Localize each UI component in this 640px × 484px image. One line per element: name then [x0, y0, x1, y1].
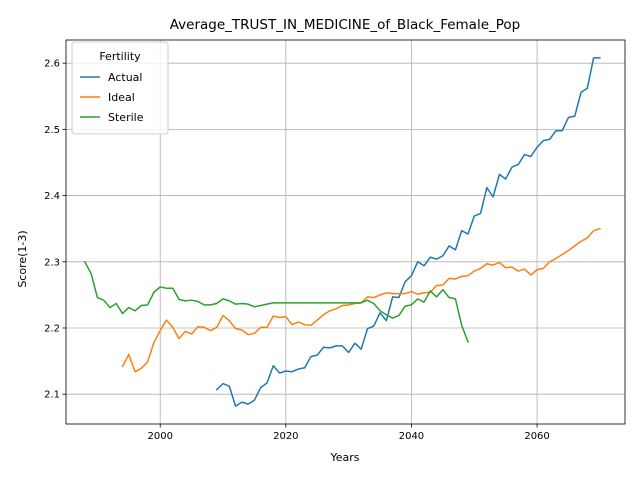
y-tick-label: 2.5: [44, 125, 60, 136]
x-tick-label: 2000: [147, 431, 172, 442]
y-tick-label: 2.6: [44, 59, 60, 70]
legend-title: Fertility: [99, 50, 141, 63]
legend-label-ideal: Ideal: [108, 91, 135, 104]
legend-label-sterile: Sterile: [108, 111, 144, 124]
legend: Fertility Actual Ideal Sterile: [71, 41, 169, 135]
x-tick-label: 2020: [273, 431, 298, 442]
series-layer: [83, 57, 601, 407]
series-line-actual: [215, 57, 601, 407]
axis-ticks: 2000 2020 2040 2060 2.1 2.2 2.3 2.4 2.5 2.6: [44, 59, 550, 442]
legend-entries: Actual Ideal Sterile: [80, 71, 144, 124]
legend-label-actual: Actual: [108, 71, 142, 84]
y-axis-label: Score(1-3): [16, 230, 29, 287]
chart-title: Average_TRUST_IN_MEDICINE_of_Black_Femal…: [170, 17, 521, 33]
series-line-sterile: [83, 260, 469, 343]
y-tick-label: 2.3: [44, 257, 60, 268]
legend-box: [71, 41, 169, 135]
x-tick-label: 2060: [524, 431, 549, 442]
x-axis-label: Years: [329, 451, 359, 464]
x-tick-label: 2040: [399, 431, 424, 442]
plot-frame: [65, 39, 626, 425]
y-tick-label: 2.4: [44, 191, 60, 202]
y-tick-label: 2.2: [44, 324, 60, 335]
y-tick-label: 2.1: [44, 390, 60, 401]
